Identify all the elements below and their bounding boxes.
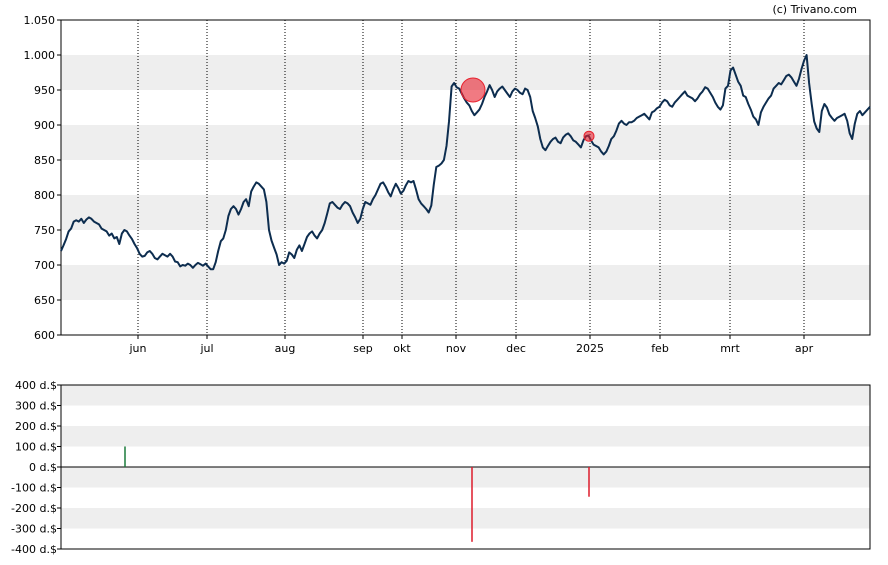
price-x-tick-label: jun [129, 342, 147, 355]
volume-band [61, 426, 870, 447]
price-x-tick-label: feb [651, 342, 669, 355]
price-bands [61, 55, 870, 300]
volume-chart: -400 d.$ -300 d.$ -200 d.$ -100 d.$ 0 d.$ 100… [11, 379, 871, 556]
price-x-tick-label: jul [199, 342, 213, 355]
price-event-marker [583, 130, 595, 142]
price-band [61, 125, 870, 160]
price-event-markers [460, 77, 595, 142]
price-x-tick-label: dec [506, 342, 526, 355]
price-x-axis: jun jul aug sep okt nov dec 2025 feb mrt apr [129, 335, 814, 355]
price-y-tick-label: 600 [34, 329, 55, 342]
price-series-line [60, 54, 871, 271]
price-x-tick-label: 2025 [576, 342, 604, 355]
price-y-tick-label: 650 [34, 294, 55, 307]
price-y-tick-label: 850 [34, 154, 55, 167]
price-x-tick-label: apr [795, 342, 814, 355]
price-x-tick-label: okt [393, 342, 411, 355]
credit-label: (c) Trivano.com [772, 3, 857, 16]
price-y-tick-label: 800 [34, 189, 55, 202]
volume-y-tick-label: 0 d.$ [29, 461, 57, 474]
price-x-tick-label: mrt [720, 342, 740, 355]
volume-band [61, 385, 870, 406]
price-y-tick-label: 700 [34, 259, 55, 272]
volume-bands [61, 385, 870, 529]
price-x-tick-label: nov [446, 342, 467, 355]
price-x-tick-label: aug [275, 342, 296, 355]
volume-y-tick-label: -400 d.$ [11, 543, 57, 556]
price-y-tick-label: 750 [34, 224, 55, 237]
volume-y-tick-label: -200 d.$ [11, 502, 57, 515]
volume-band [61, 508, 870, 529]
price-y-tick-label: 1.000 [24, 49, 56, 62]
volume-y-tick-label: 400 d.$ [15, 379, 57, 392]
volume-y-tick-label: -300 d.$ [11, 523, 57, 536]
price-y-tick-label: 950 [34, 84, 55, 97]
price-plot-frame [60, 19, 871, 336]
volume-band [61, 467, 870, 488]
price-x-tick-label: sep [353, 342, 372, 355]
volume-y-tick-label: -100 d.$ [11, 482, 57, 495]
volume-bars [124, 446, 590, 542]
volume-y-tick-label: 300 d.$ [15, 400, 57, 413]
price-band [61, 195, 870, 230]
price-y-axis: 600 650 700 750 800 850 900 950 1.000 1.050 [24, 14, 61, 342]
volume-y-tick-label: 200 d.$ [15, 420, 57, 433]
price-band [61, 265, 870, 300]
price-event-marker [460, 77, 486, 103]
volume-y-tick-label: 100 d.$ [15, 441, 57, 454]
price-y-tick-label: 1.050 [24, 14, 56, 27]
volume-y-axis: -400 d.$ -300 d.$ -200 d.$ -100 d.$ 0 d.$ 100… [11, 379, 61, 556]
price-y-tick-label: 900 [34, 119, 55, 132]
